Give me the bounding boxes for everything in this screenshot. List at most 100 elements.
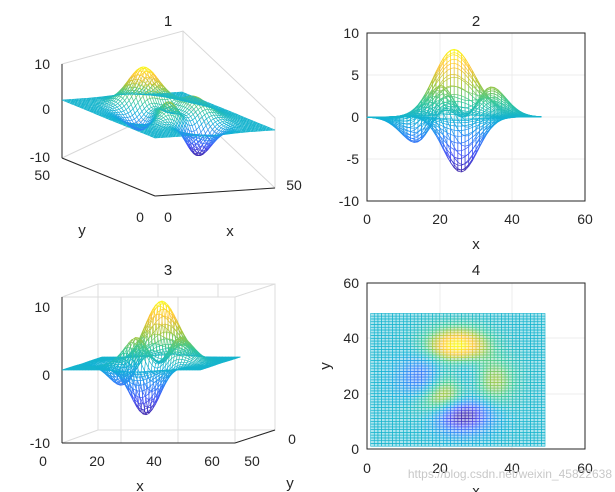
mesh-line: [149, 110, 153, 115]
subplot-title: 2: [472, 13, 480, 30]
mesh-line: [192, 111, 196, 115]
z-tick-label: 10: [34, 56, 50, 72]
mesh-line: [141, 93, 144, 95]
mesh-line: [133, 121, 137, 124]
mesh-line: [138, 81, 142, 85]
mesh-line: [146, 76, 150, 78]
mesh-line: [197, 112, 201, 116]
mesh-line: [188, 116, 191, 119]
mesh-line: [133, 97, 137, 102]
mesh-line: [101, 101, 104, 103]
mesh-line: [233, 132, 236, 134]
mesh-line: [171, 99, 175, 102]
mesh-line: [185, 103, 189, 108]
mesh-line: [135, 73, 139, 78]
mesh-line: [200, 128, 204, 133]
mesh-line: [233, 127, 236, 129]
mesh-line: [123, 109, 127, 112]
mesh-line: [204, 112, 208, 116]
mesh-line: [205, 129, 209, 134]
mesh-line: [134, 110, 138, 114]
mesh-line: [127, 116, 130, 118]
mesh-line: [122, 113, 126, 116]
mesh-line: [139, 128, 142, 130]
mesh-line: [214, 124, 218, 127]
mesh-line: [189, 119, 193, 122]
mesh-line: [101, 96, 104, 98]
mesh-line: [145, 83, 149, 86]
mesh-line: [149, 113, 153, 118]
mesh-line: [191, 123, 195, 126]
mesh-line: [119, 103, 123, 106]
mesh-line: [153, 84, 157, 86]
mesh-line: [209, 129, 213, 134]
mesh-line: [134, 116, 138, 120]
mesh-line: [113, 98, 117, 102]
y-axis-label: y: [78, 222, 86, 239]
mesh-line: [149, 102, 153, 105]
mesh-line: [165, 118, 168, 121]
mesh-line: [111, 100, 114, 102]
mesh-line: [197, 107, 201, 110]
mesh-line: [219, 121, 223, 124]
mesh-line: [140, 95, 144, 100]
mesh-line: [96, 97, 99, 100]
mesh-line: [110, 103, 114, 106]
mesh-line: [180, 106, 184, 111]
mesh-line: [123, 103, 127, 107]
mesh-line: [121, 105, 125, 109]
mesh-line: [202, 109, 206, 112]
mesh-line: [154, 97, 158, 99]
mesh-line: [144, 93, 147, 95]
mesh-line: [116, 95, 120, 100]
mesh-line: [198, 123, 202, 128]
mesh-line: [113, 96, 116, 98]
mesh-line: [99, 96, 102, 98]
mesh-line: [138, 117, 142, 121]
mesh-line: [133, 72, 137, 77]
mesh-line: [223, 128, 226, 130]
mesh-line: [237, 129, 240, 131]
mesh-line: [117, 105, 120, 108]
mesh-line: [155, 94, 158, 97]
mesh-line: [178, 105, 182, 110]
mesh-line: [182, 107, 186, 111]
mesh-line: [183, 102, 187, 107]
mesh-line: [201, 121, 205, 125]
mesh-line: [176, 100, 179, 103]
mesh-line: [144, 99, 148, 102]
mesh-line: [146, 108, 150, 112]
mesh-line: [148, 107, 152, 110]
mesh-line: [208, 120, 212, 124]
mesh-line: [125, 112, 129, 115]
mesh-line: [153, 122, 156, 125]
mesh-line: [196, 126, 200, 130]
mesh-line: [111, 100, 115, 104]
mesh-line: [163, 88, 166, 90]
mesh-line: [112, 107, 115, 110]
mesh-line: [153, 108, 156, 110]
mesh-line: [208, 115, 212, 118]
mesh-line: [212, 121, 216, 125]
mesh-line: [194, 121, 198, 125]
mesh-line: [130, 100, 134, 105]
mesh-line: [435, 118, 440, 120]
mesh-line: [114, 106, 118, 109]
mesh-line: [113, 101, 117, 105]
mesh-line: [212, 126, 216, 130]
mesh-line: [167, 98, 170, 100]
mesh-line: [215, 117, 219, 119]
mesh-line: [175, 101, 179, 105]
z-tick-label: 0: [42, 101, 50, 117]
mesh-line: [184, 112, 188, 115]
mesh-line: [237, 128, 240, 130]
mesh-line: [158, 115, 162, 119]
mesh-line: [193, 129, 197, 132]
mesh-line: [143, 111, 147, 115]
mesh-line: [107, 101, 110, 103]
mesh-line: [161, 91, 164, 93]
mesh-line: [465, 121, 469, 123]
mesh-line: [144, 105, 148, 109]
x-tick-label: 50: [286, 177, 302, 193]
